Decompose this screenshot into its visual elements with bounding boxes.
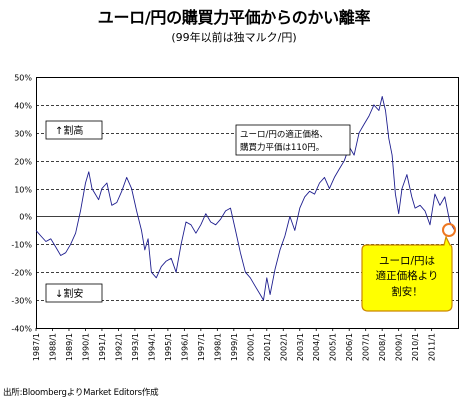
x-tick-label: 2010/1 xyxy=(411,333,420,361)
x-tick-label: 1997/1 xyxy=(197,333,206,361)
x-tick-label: 1988/1 xyxy=(48,333,57,361)
x-tick-label: 2000/1 xyxy=(246,333,255,361)
x-tick-label: 2009/1 xyxy=(395,333,404,361)
x-tick-label: 1990/1 xyxy=(81,333,90,361)
y-tick-label: 20% xyxy=(14,158,32,167)
y-tick-label: -30% xyxy=(11,297,32,306)
chart-title: ユーロ/円の購買力平価からのかい離率 xyxy=(97,8,371,27)
x-tick-label: 2005/1 xyxy=(329,333,338,361)
x-tick-label: 1992/1 xyxy=(114,333,123,361)
note-box: ユーロ/円の適正価格、 購買力平価は110円。 xyxy=(235,124,351,156)
chart-subtitle: (99年以前は独マルク/円) xyxy=(171,31,297,44)
callout: ユーロ/円は 適正価格より 割安！ xyxy=(361,235,453,312)
x-tick-label: 2003/1 xyxy=(296,333,305,361)
source-note: 出所:BloombergよりMarket Editors作成 xyxy=(3,388,159,398)
x-tick-label: 1987/1 xyxy=(32,333,41,361)
y-tick-label: 50% xyxy=(14,74,32,83)
callout-line-2: 適正価格より xyxy=(376,269,439,282)
callout-line-1: ユーロ/円は xyxy=(379,255,435,267)
x-tick-label: 2008/1 xyxy=(378,333,387,361)
note-line-1: ユーロ/円の適正価格、 xyxy=(240,129,328,140)
y-tick-label: -10% xyxy=(11,241,32,250)
y-tick-label: 40% xyxy=(14,102,32,111)
callout-line-3: 割安！ xyxy=(391,285,423,298)
y-tick-label: 10% xyxy=(14,186,32,195)
label-low: ↓割安 xyxy=(55,287,83,300)
note-line-2: 購買力平価は110円。 xyxy=(240,142,324,153)
x-tick-label: 1995/1 xyxy=(164,333,173,361)
x-tick-labels: 1987/1 1988/1 1989/1 1990/1 1991/1 1992/1 1993… xyxy=(32,328,437,361)
x-tick-label: 2011/1 xyxy=(428,333,437,361)
y-tick-label: -20% xyxy=(11,269,32,278)
x-tick-label: 2004/1 xyxy=(312,333,321,361)
x-tick-label: 1996/1 xyxy=(180,333,189,361)
x-tick-label: 2001/1 xyxy=(263,333,272,361)
y-tick-label: -40% xyxy=(11,325,32,334)
label-low-box: ↓割安 xyxy=(45,283,103,303)
current-point-marker xyxy=(442,223,456,237)
x-tick-label: 1993/1 xyxy=(131,333,140,361)
grid-layer xyxy=(36,77,458,301)
x-tick-label: 2007/1 xyxy=(362,333,371,361)
x-tick-label: 2006/1 xyxy=(345,333,354,361)
x-tick-label: 1989/1 xyxy=(65,333,74,361)
y-tick-label: 0% xyxy=(19,213,32,222)
y-tick-labels: -40% -30% -20% -10% 0% 10% 20% 30% 40% 50% xyxy=(11,74,32,334)
label-high-box: ↑割高 xyxy=(45,120,103,140)
series-layer xyxy=(35,96,456,301)
x-tick-label: 1994/1 xyxy=(147,333,156,361)
x-tick-label: 1998/1 xyxy=(213,333,222,361)
x-tick-label: 1999/1 xyxy=(230,333,239,361)
label-high: ↑割高 xyxy=(55,124,83,137)
x-tick-label: 1991/1 xyxy=(98,333,107,361)
x-tick-label: 2002/1 xyxy=(279,333,288,361)
y-tick-label: 30% xyxy=(14,130,32,139)
series-line xyxy=(35,96,456,301)
